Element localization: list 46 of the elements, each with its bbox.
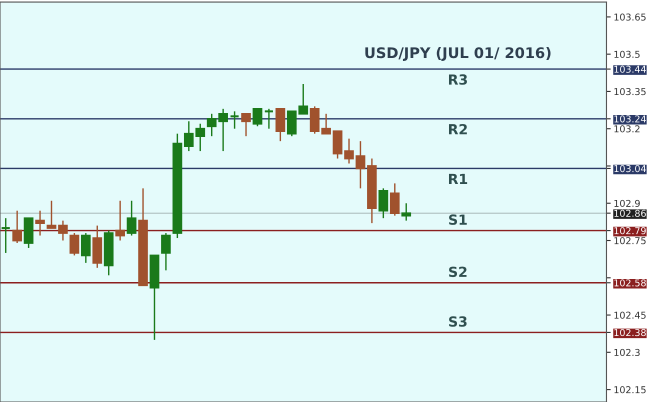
y-tick-label: 102.58 bbox=[614, 279, 646, 286]
y-tick-label: 103.65 bbox=[614, 13, 646, 21]
candlestick bbox=[230, 110, 240, 130]
y-tick-label: 103.2 bbox=[614, 125, 640, 132]
candlestick bbox=[206, 113, 217, 137]
candlestick bbox=[12, 210, 22, 244]
text: USD/JPY (JUL 01/ 2016) bbox=[365, 46, 551, 61]
candlestick bbox=[218, 108, 228, 152]
candlestick bbox=[126, 200, 136, 236]
candlestick bbox=[184, 120, 194, 152]
y-tick-label: 102.75 bbox=[614, 237, 646, 244]
y-tick-label: 102.45 bbox=[614, 312, 646, 319]
candlestick bbox=[241, 112, 251, 137]
candlestick bbox=[310, 106, 320, 134]
y-tick-label: 103.5 bbox=[614, 50, 640, 58]
y-tick-label: 103.35 bbox=[614, 88, 646, 96]
candlestick bbox=[195, 123, 206, 152]
candlestick bbox=[70, 232, 80, 256]
ref-line-label: R1 bbox=[448, 174, 468, 184]
candlestick bbox=[35, 210, 45, 236]
candlestick bbox=[115, 200, 125, 242]
ref-line-label: R2 bbox=[448, 124, 467, 134]
candlestick bbox=[276, 108, 286, 142]
ref-line-label: S2 bbox=[449, 266, 467, 278]
y-tick-label: 102.86 bbox=[614, 210, 646, 217]
y-tick-label: 103.24 bbox=[614, 115, 646, 122]
y-tick-label: 103.44 bbox=[614, 66, 646, 73]
y-tick-label: 102.3 bbox=[614, 348, 640, 356]
y-tick-label: 102.38 bbox=[614, 329, 646, 336]
candlestick bbox=[0, 217, 11, 254]
candlestick bbox=[264, 108, 274, 130]
candlestick bbox=[161, 232, 171, 272]
candlestick bbox=[298, 83, 308, 115]
y-tick-label: 103.04 bbox=[614, 165, 646, 172]
candlestick bbox=[390, 182, 400, 216]
candlestick bbox=[401, 202, 412, 222]
ref-line-label: S3 bbox=[449, 316, 467, 327]
y-tick-label: 102.9 bbox=[614, 200, 640, 207]
candlestick bbox=[252, 108, 262, 127]
y-tick-label: 102.79 bbox=[614, 227, 646, 234]
candlestick bbox=[80, 232, 91, 264]
y-tick-label: 102.15 bbox=[614, 386, 646, 394]
candlestick bbox=[378, 188, 388, 219]
candlestick bbox=[286, 110, 297, 137]
ref-line-label: R3 bbox=[448, 74, 467, 85]
ref-line-label: S1 bbox=[449, 214, 467, 225]
